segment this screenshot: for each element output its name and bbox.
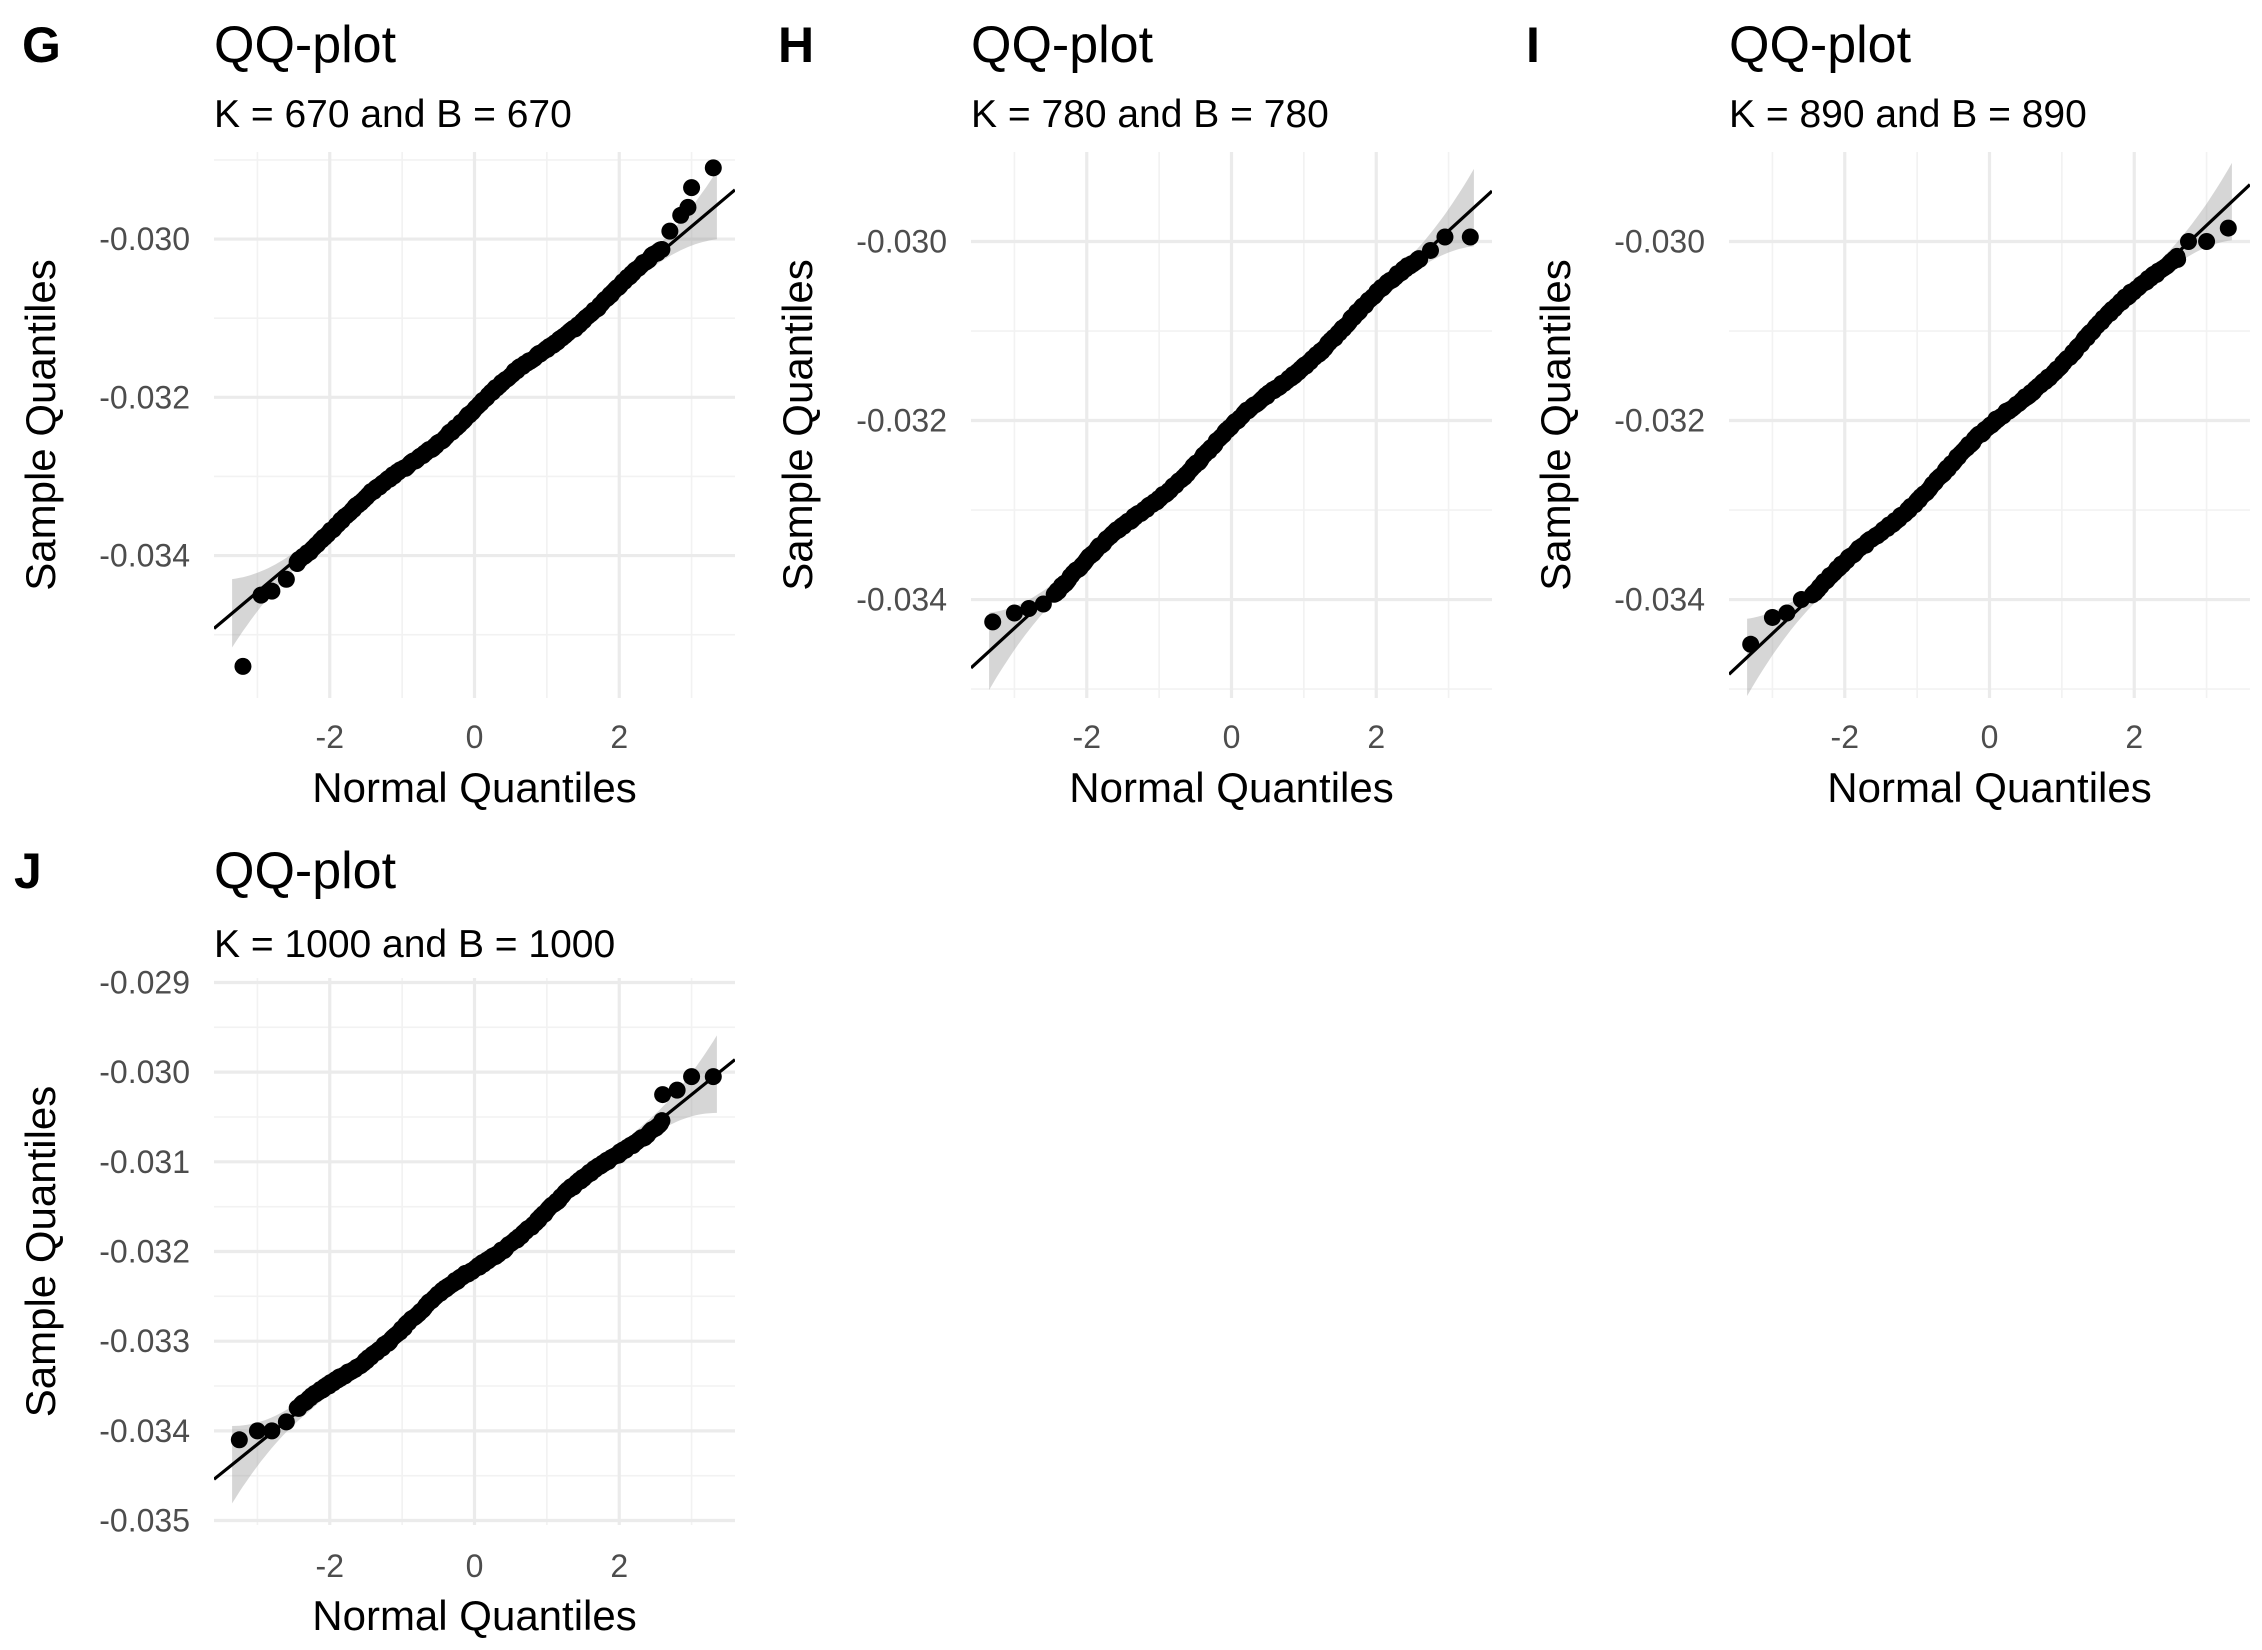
panel-label: H <box>778 17 814 73</box>
data-point <box>2179 233 2197 251</box>
y-tick-label: -0.032 <box>856 403 947 439</box>
data-point <box>984 613 1002 631</box>
y-axis-title: Sample Quantiles <box>17 259 64 591</box>
data-point <box>653 240 671 258</box>
y-axis-title: Sample Quantiles <box>774 259 821 591</box>
data-point <box>263 1422 281 1440</box>
data-point <box>654 1086 672 1104</box>
data-point <box>1421 241 1439 259</box>
panel-label: I <box>1526 17 1540 73</box>
panel-label: G <box>22 17 61 73</box>
chart-title: QQ-plot <box>214 16 397 74</box>
x-axis-title: Normal Quantiles <box>1069 764 1393 811</box>
y-tick-label: -0.034 <box>99 538 190 574</box>
x-tick-label: -2 <box>1831 719 1859 755</box>
x-axis-title: Normal Quantiles <box>312 1592 636 1639</box>
y-tick-label: -0.032 <box>99 379 190 415</box>
data-point <box>2169 250 2187 268</box>
y-tick-label: -0.034 <box>1614 582 1705 618</box>
data-point <box>668 1081 686 1099</box>
y-tick-label: -0.034 <box>99 1413 190 1449</box>
x-tick-label: 0 <box>466 719 484 755</box>
x-tick-label: 2 <box>610 719 628 755</box>
chart-title: QQ-plot <box>1729 16 1912 74</box>
data-point <box>277 1413 295 1431</box>
chart-subtitle: K = 670 and B = 670 <box>214 93 572 136</box>
y-tick-label: -0.030 <box>856 224 947 260</box>
y-tick-label: -0.030 <box>99 221 190 257</box>
y-axis-title: Sample Quantiles <box>1532 259 1579 591</box>
data-point <box>1436 228 1454 246</box>
chart-subtitle: K = 780 and B = 780 <box>971 93 1329 136</box>
qq-panel-g: -2 0 2 -0.034 -0.032 -0.030 Normal Quantiles Sa… <box>17 16 735 811</box>
chart-subtitle: K = 890 and B = 890 <box>1729 93 2087 136</box>
x-tick-label: 0 <box>1223 719 1241 755</box>
x-tick-label: 0 <box>466 1548 484 1584</box>
data-point <box>234 657 252 675</box>
data-point <box>1792 591 1810 609</box>
chart-title: QQ-plot <box>971 16 1154 74</box>
data-point <box>683 179 701 197</box>
panel-label: J <box>14 843 42 899</box>
data-point <box>1005 604 1023 622</box>
x-axis-title: Normal Quantiles <box>1827 764 2151 811</box>
data-point <box>288 554 306 572</box>
y-tick-label: -0.030 <box>1614 224 1705 260</box>
y-tick-label: -0.031 <box>99 1144 190 1180</box>
x-axis-title: Normal Quantiles <box>312 764 636 811</box>
y-axis-title: Sample Quantiles <box>17 1086 64 1418</box>
qq-panel-i: -2 0 2 -0.034 -0.032 -0.030 Normal Quantiles Sa… <box>1526 16 2250 811</box>
x-tick-label: 2 <box>610 1548 628 1584</box>
data-point <box>1461 228 1479 246</box>
data-point <box>679 198 697 216</box>
data-point <box>277 570 295 588</box>
qq-panel-j: -2 0 2 -0.035 -0.034 -0.033 -0.032 -0.031 -0.030… <box>14 842 735 1639</box>
x-tick-label: -2 <box>1073 719 1101 755</box>
data-point <box>1763 608 1781 626</box>
data-point <box>2198 233 2216 251</box>
x-tick-label: 2 <box>1367 719 1385 755</box>
data-point <box>653 1112 671 1130</box>
chart-subtitle: K = 1000 and B = 1000 <box>214 923 615 966</box>
data-point <box>683 1068 701 1086</box>
data-point <box>1034 595 1052 613</box>
x-tick-label: -2 <box>316 719 344 755</box>
qq-panel-h: -2 0 2 -0.034 -0.032 -0.030 Normal Quantiles Sa… <box>774 16 1492 811</box>
data-point <box>704 159 722 177</box>
chart-title: QQ-plot <box>214 842 397 900</box>
data-point <box>1742 635 1760 653</box>
y-tick-label: -0.034 <box>856 582 947 618</box>
data-point <box>2219 219 2237 237</box>
x-tick-label: 0 <box>1981 719 1999 755</box>
data-point <box>263 582 281 600</box>
data-point <box>230 1431 248 1449</box>
y-tick-label: -0.035 <box>99 1503 190 1539</box>
data-point <box>1778 604 1796 622</box>
data-point <box>248 1422 266 1440</box>
x-tick-label: 2 <box>2125 719 2143 755</box>
data-point <box>1020 599 1038 617</box>
y-tick-label: -0.033 <box>99 1323 190 1359</box>
y-tick-label: -0.030 <box>99 1054 190 1090</box>
data-point <box>704 1068 722 1086</box>
x-tick-label: -2 <box>316 1548 344 1584</box>
y-tick-label: -0.029 <box>99 964 190 1000</box>
y-tick-label: -0.032 <box>99 1234 190 1270</box>
data-point <box>661 222 679 240</box>
y-tick-label: -0.032 <box>1614 403 1705 439</box>
